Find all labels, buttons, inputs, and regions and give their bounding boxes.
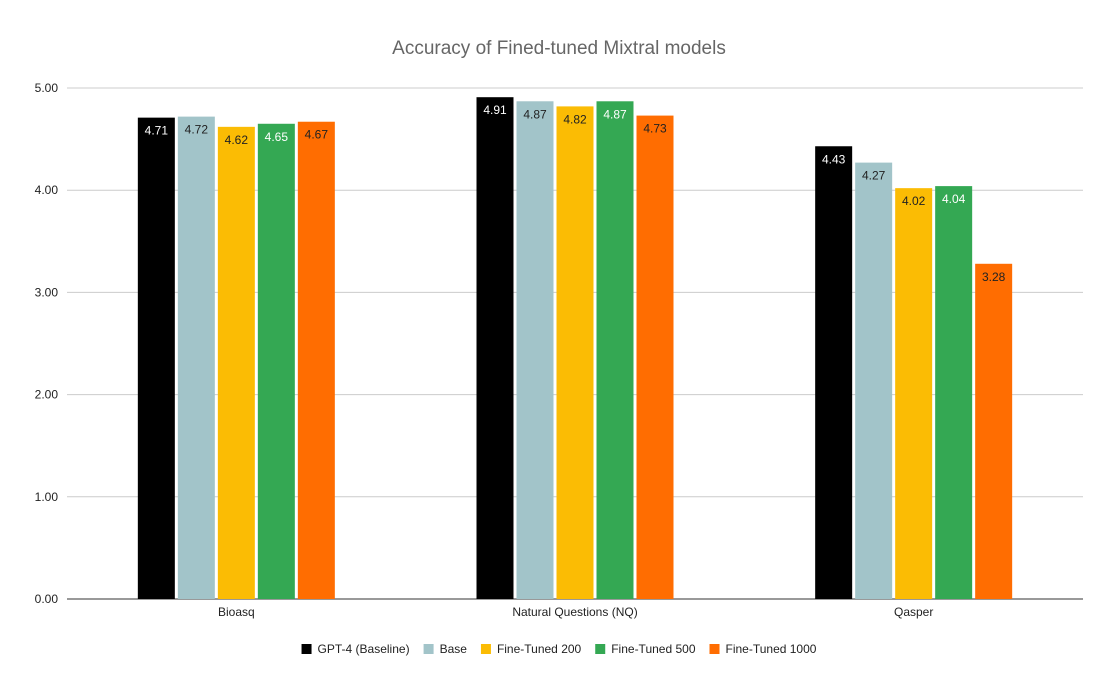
bar bbox=[476, 97, 514, 599]
y-tick-label: 0.00 bbox=[35, 592, 59, 606]
legend-swatch bbox=[595, 644, 606, 654]
bar bbox=[596, 101, 634, 599]
bar-value-label: 4.72 bbox=[185, 123, 209, 137]
legend-swatch bbox=[480, 644, 491, 654]
legend-label: Fine-Tuned 500 bbox=[611, 642, 696, 656]
bar-value-label: 4.27 bbox=[862, 169, 886, 183]
bar-value-label: 4.67 bbox=[305, 128, 329, 142]
data-labels: 4.71 4.72 4.62 4.65 4.67 4.91 4.87 4.82 4.87 4.73… bbox=[145, 103, 1006, 284]
y-tick-label: 3.00 bbox=[35, 285, 59, 299]
bar-value-label: 4.73 bbox=[643, 122, 667, 136]
y-tick-label: 1.00 bbox=[35, 490, 59, 504]
bar bbox=[516, 101, 554, 599]
legend-label: Fine-Tuned 1000 bbox=[726, 642, 817, 656]
bar-value-label: 4.43 bbox=[822, 152, 846, 166]
x-category-label: Bioasq bbox=[218, 605, 255, 619]
bar bbox=[137, 117, 175, 599]
legend-item: GPT-4 (Baseline) bbox=[301, 642, 410, 656]
bar bbox=[935, 186, 973, 599]
bar-value-label: 4.04 bbox=[942, 192, 966, 206]
legend-item: Fine-Tuned 1000 bbox=[709, 642, 817, 656]
bar-value-label: 4.65 bbox=[265, 130, 289, 144]
legend-item: Fine-Tuned 500 bbox=[595, 642, 696, 656]
bar-value-label: 4.71 bbox=[145, 124, 169, 138]
legend-label: Base bbox=[440, 642, 468, 656]
legend-item: Base bbox=[423, 642, 468, 656]
bar-value-label: 4.91 bbox=[483, 103, 507, 117]
legend-label: Fine-Tuned 200 bbox=[497, 642, 582, 656]
legend: GPT-4 (Baseline) Base Fine-Tuned 200 Fine-T… bbox=[301, 642, 817, 656]
legend-swatch bbox=[301, 644, 312, 654]
bar-value-label: 4.87 bbox=[603, 107, 627, 121]
x-category-label: Natural Questions (NQ) bbox=[512, 605, 637, 619]
bar bbox=[815, 146, 853, 599]
bar-value-label: 3.28 bbox=[982, 270, 1006, 284]
bar bbox=[895, 188, 933, 599]
bar bbox=[257, 123, 295, 600]
bars bbox=[137, 97, 1013, 600]
bar bbox=[636, 115, 674, 600]
bar bbox=[297, 121, 335, 599]
y-tick-label: 4.00 bbox=[35, 183, 59, 197]
bar bbox=[177, 116, 215, 599]
bar bbox=[975, 263, 1013, 599]
bar-value-label: 4.82 bbox=[563, 112, 587, 126]
bar-value-label: 4.02 bbox=[902, 194, 926, 208]
bar-value-label: 4.62 bbox=[225, 133, 249, 147]
bar bbox=[217, 126, 255, 599]
chart-title: Accuracy of Fined-tuned Mixtral models bbox=[392, 38, 726, 59]
legend-item: Fine-Tuned 200 bbox=[480, 642, 582, 656]
bar bbox=[855, 162, 893, 599]
bar bbox=[556, 106, 594, 599]
y-axis-ticks: 0.00 1.00 2.00 3.00 4.00 5.00 bbox=[35, 81, 59, 606]
x-category-label: Qasper bbox=[894, 605, 933, 619]
x-axis-categories: Bioasq Natural Questions (NQ) Qasper bbox=[218, 605, 933, 619]
y-tick-label: 5.00 bbox=[35, 81, 59, 95]
legend-swatch bbox=[423, 644, 434, 654]
y-tick-label: 2.00 bbox=[35, 388, 59, 402]
bar-value-label: 4.87 bbox=[523, 107, 547, 121]
legend-label: GPT-4 (Baseline) bbox=[318, 642, 410, 656]
legend-swatch bbox=[709, 644, 720, 654]
